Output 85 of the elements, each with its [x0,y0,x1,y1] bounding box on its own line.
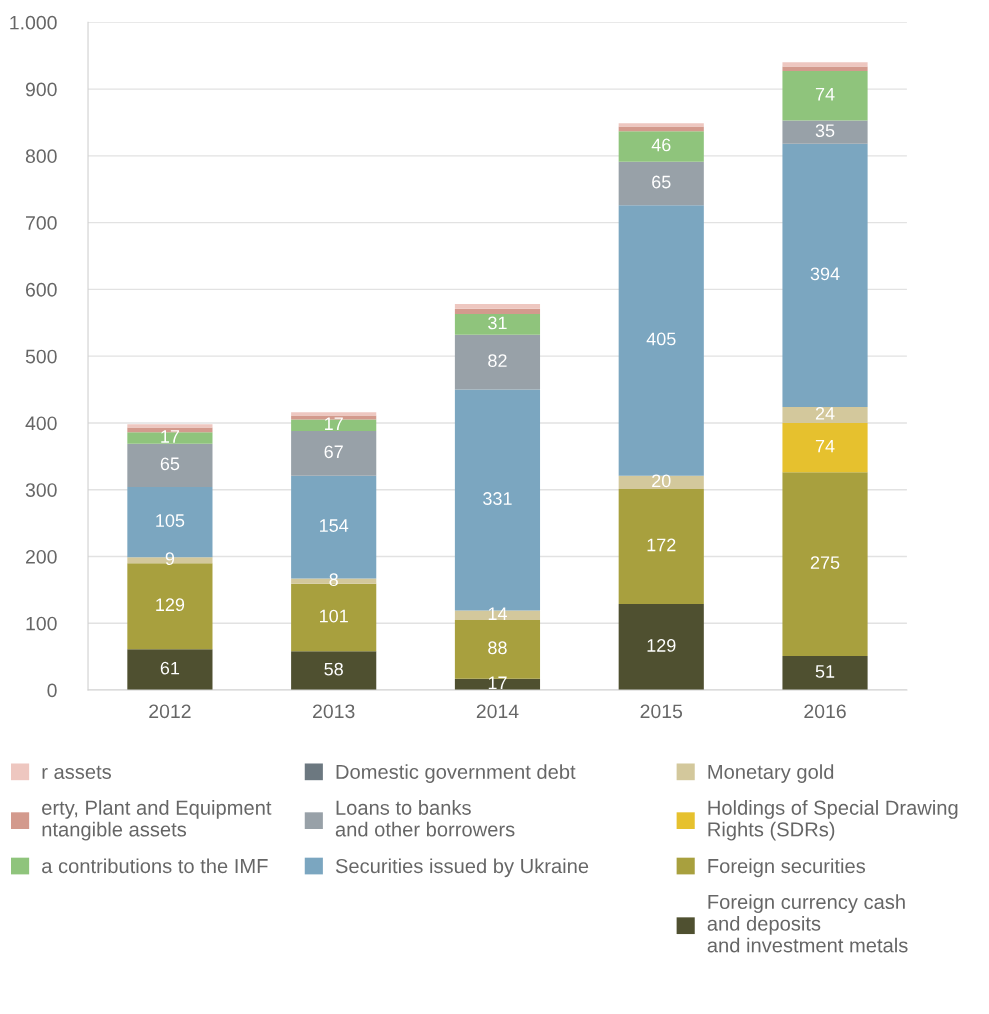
data-label: 17 [325,417,343,430]
data-label: 74 [815,88,835,101]
bar [782,406,868,423]
y-tick-label: 300 [25,483,57,497]
data-label: 405 [646,332,676,346]
data-label: 331 [483,492,512,505]
bar [782,120,868,144]
bar [782,66,868,72]
data-label: 58 [324,662,343,676]
data-label: 82 [488,354,507,368]
data-label: 101 [320,609,348,623]
bar [782,472,868,656]
bar [127,432,213,444]
bar [782,62,868,67]
data-label: 17 [161,430,180,443]
bar [618,205,704,476]
bar [618,603,704,691]
data-label: 67 [324,445,343,459]
data-label: 31 [488,316,507,330]
data-label: 17 [488,676,507,690]
bar [618,123,704,127]
data-label: 14 [488,607,507,620]
data-label: 88 [488,641,507,655]
data-label: 154 [320,519,349,532]
bar [127,563,213,650]
x-tick-label: 2013 [313,704,355,719]
data-label: 105 [156,514,185,527]
bar [782,143,868,407]
legend-label: erty, Plant and Equipment ntangible assets [42,800,272,841]
data-label: 35 [815,124,835,137]
data-label: 20 [652,474,671,488]
x-tick-label: 2014 [476,704,519,719]
data-label: 394 [810,267,840,281]
legend-label: Foreign securities [708,858,866,878]
legend-label: Holdings of Special Drawing Rights (SDRs) [708,800,958,841]
bar [454,304,541,309]
x-tick-label: 2012 [149,704,191,719]
data-label: 65 [652,175,671,189]
legend-label: a contributions to the IMF [42,858,268,874]
bar [291,412,377,416]
legend-label: Monetary gold [708,764,834,783]
data-label: 46 [651,138,671,152]
bar [291,651,377,691]
y-tick-label: 700 [26,216,57,230]
bar [454,308,541,315]
bar [618,161,704,206]
bar [618,489,704,604]
y-tick-label: 1.000 [10,15,57,30]
bar [782,422,868,473]
bar [782,71,868,121]
y-tick-label: 500 [25,349,57,364]
legend-label: Foreign currency cash and deposits and investment metals [707,894,908,953]
y-tick-label: 900 [25,82,57,97]
bar [618,126,704,132]
bar [291,430,377,476]
x-tick-label: 2016 [804,704,846,719]
data-label: 74 [815,439,835,453]
bar [618,475,704,490]
legend-label: r assets [42,765,112,779]
data-label: 24 [815,406,835,420]
data-label: 51 [815,665,835,678]
data-label: 129 [156,598,185,612]
data-label: 172 [647,538,676,552]
data-label: 275 [810,556,840,570]
bar [782,655,868,691]
bar [127,443,213,488]
y-tick-label: 100 [26,616,57,631]
y-tick-label: 200 [26,549,57,564]
bar [127,649,213,691]
data-label: 61 [160,661,180,675]
bar [127,424,213,428]
legend-label: Securities issued by Ukraine [335,858,589,878]
bar [454,314,541,335]
x-tick-label: 2015 [640,704,683,719]
y-tick-label: 800 [25,149,57,164]
data-label: 129 [647,639,676,652]
y-tick-label: 600 [26,282,57,297]
y-tick-label: 0 [47,683,57,698]
legend-label: Loans to banks and other borrowers [335,800,515,837]
bar [291,419,377,431]
bar [454,334,541,390]
legend-label: Domestic government debt [336,764,576,783]
y-tick-label: 400 [25,416,57,431]
bar [618,131,704,162]
data-label: 65 [160,457,180,471]
